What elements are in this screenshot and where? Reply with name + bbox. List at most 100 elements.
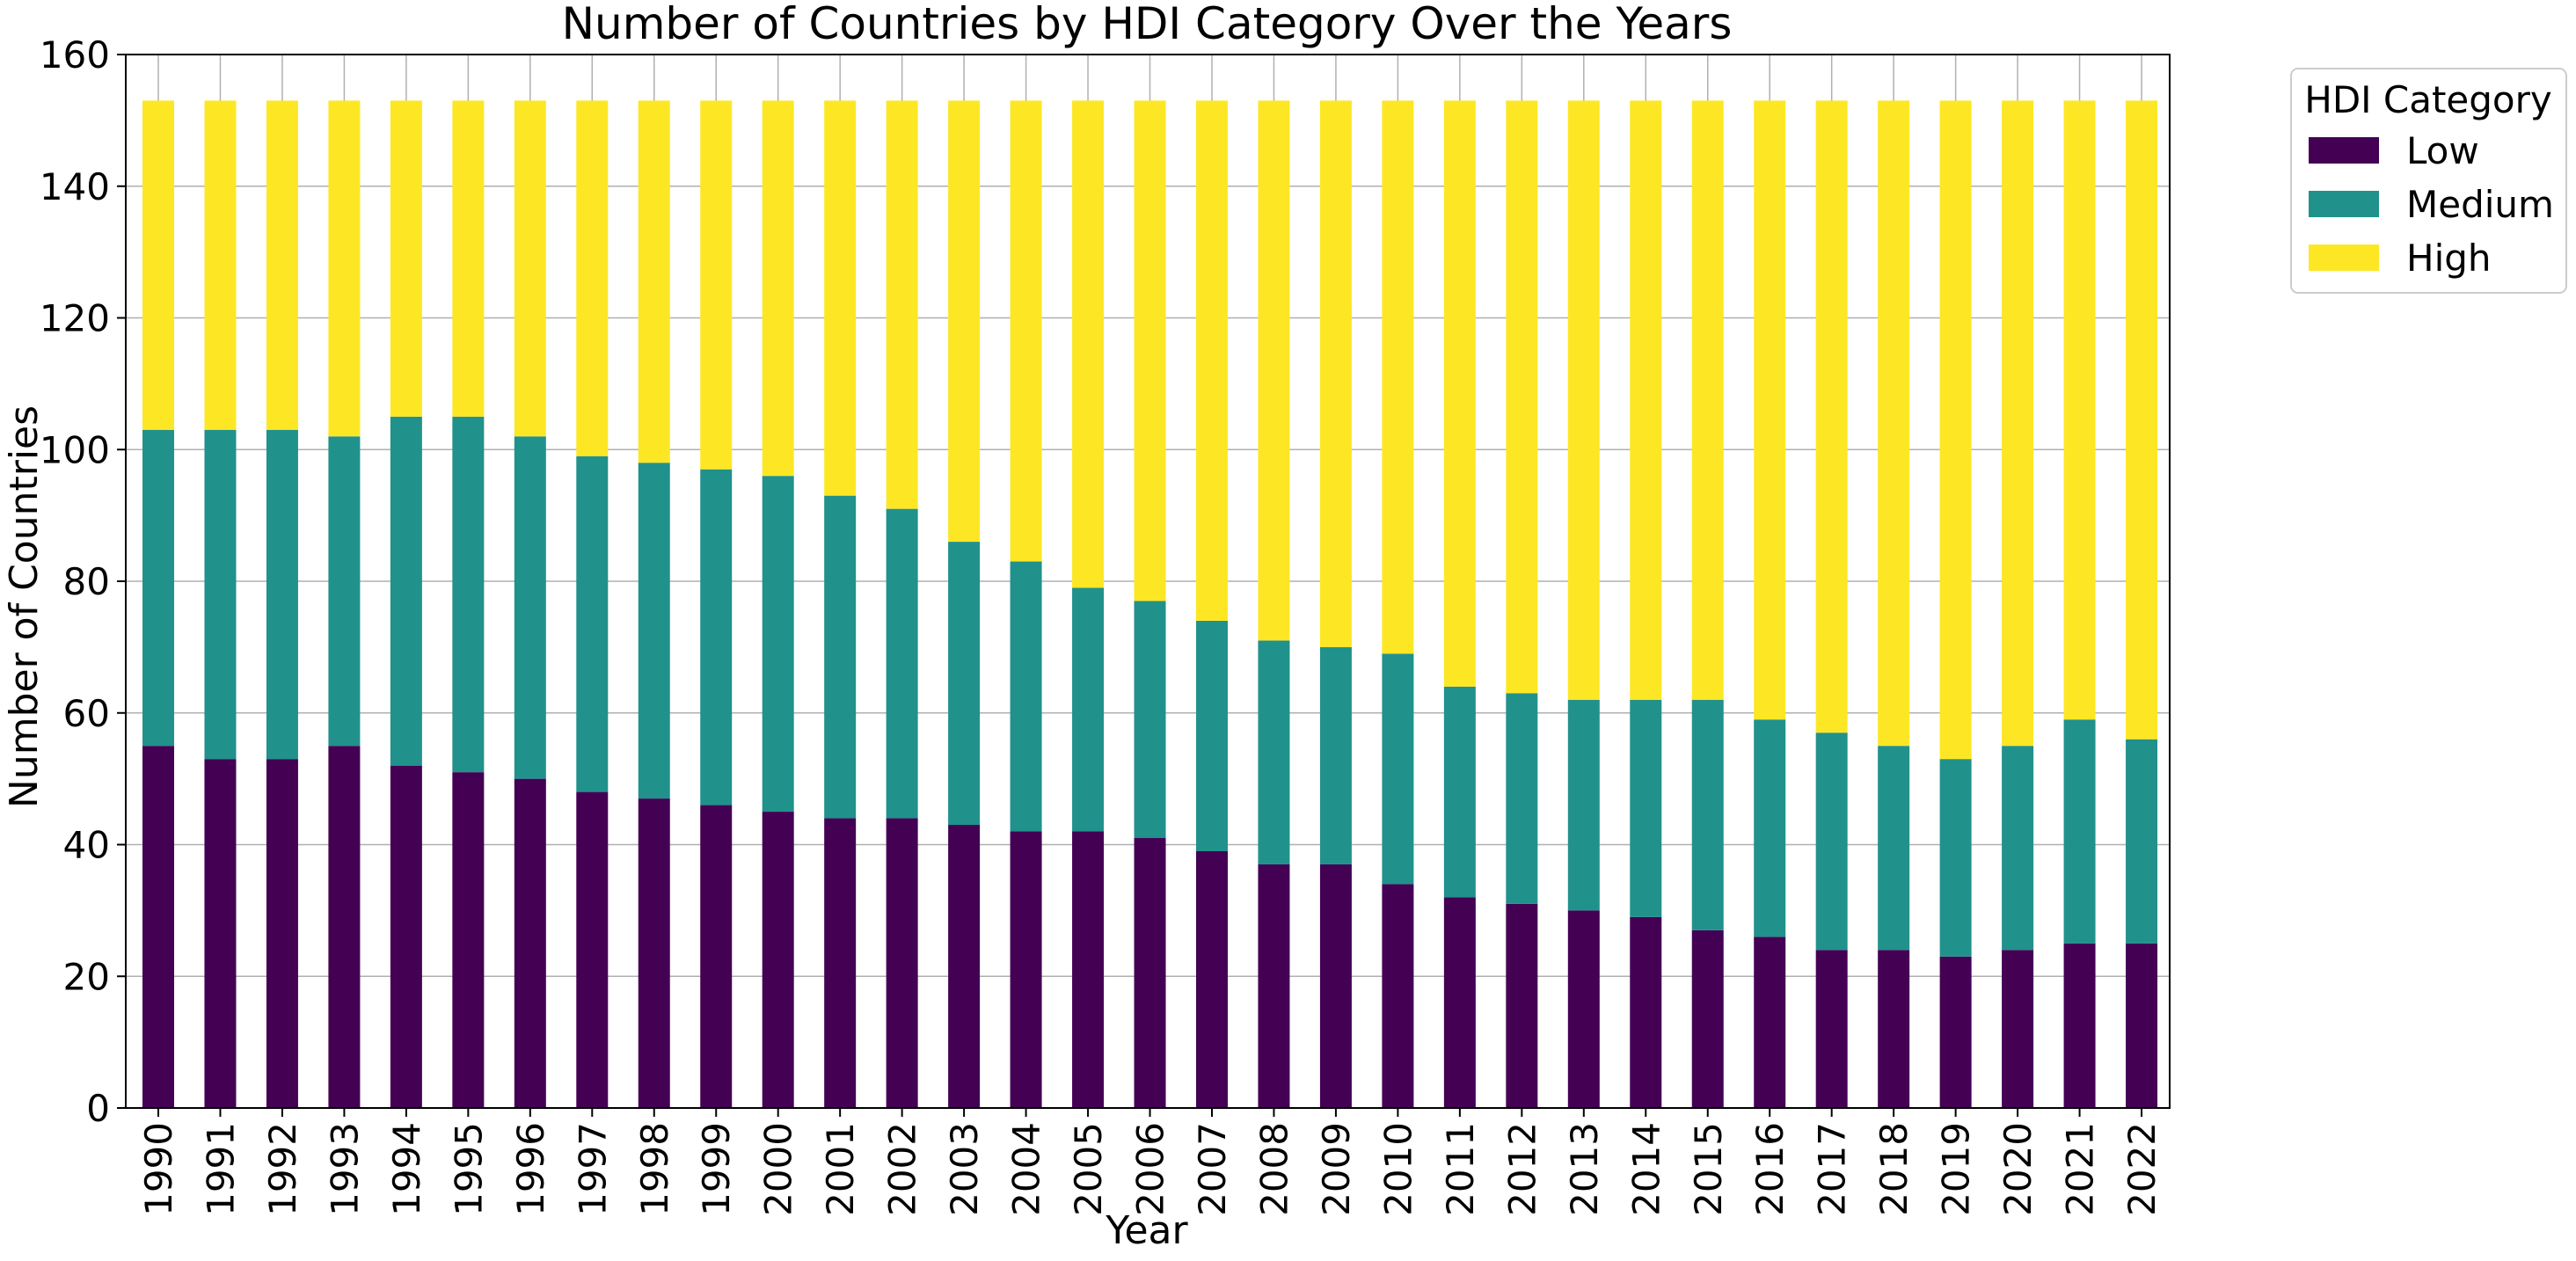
chart-title: Number of Countries by HDI Category Over… [562, 0, 1733, 49]
x-tick-label: 2012 [1500, 1122, 1543, 1216]
x-tick-label: 1996 [509, 1122, 552, 1216]
bar-medium-2004 [1010, 561, 1042, 832]
bar-low-1991 [204, 759, 237, 1108]
x-tick-label: 2018 [1872, 1122, 1916, 1216]
x-tick-label: 2009 [1315, 1122, 1358, 1216]
bar-low-2006 [1134, 838, 1166, 1108]
bar-high-2000 [762, 100, 794, 477]
y-tick-label: 60 [63, 692, 110, 735]
bar-high-2022 [2126, 100, 2158, 740]
x-tick-label: 2002 [881, 1122, 924, 1216]
bar-high-2005 [1072, 100, 1105, 588]
legend-swatch-low [2309, 137, 2379, 164]
bar-medium-1996 [514, 436, 546, 779]
x-tick-label: 2003 [943, 1122, 986, 1216]
bar-medium-2000 [762, 476, 794, 813]
legend-frame [2290, 68, 2567, 294]
y-tick-label: 160 [40, 33, 110, 77]
bar-medium-2022 [2126, 739, 2158, 944]
bar-high-2002 [886, 100, 918, 509]
bar-low-2014 [1630, 916, 1662, 1108]
bar-low-2010 [1382, 884, 1414, 1108]
bar-high-2015 [1691, 100, 1724, 700]
bar-high-2006 [1134, 100, 1166, 601]
x-axis-label: Year [1105, 1208, 1188, 1253]
legend-label-medium: Medium [2406, 183, 2554, 226]
bar-high-2013 [1567, 100, 1600, 700]
bar-low-1997 [576, 791, 609, 1108]
x-tick-label: 2001 [819, 1122, 862, 1216]
bar-low-1993 [328, 746, 361, 1108]
bar-medium-1994 [390, 416, 422, 766]
x-tick-label: 1990 [137, 1122, 180, 1216]
bar-medium-2002 [886, 508, 918, 819]
bar-low-2009 [1319, 864, 1352, 1108]
bar-high-1993 [328, 100, 361, 437]
bar-medium-2010 [1382, 653, 1414, 885]
bar-high-1996 [514, 100, 546, 437]
y-tick-label: 100 [40, 428, 110, 471]
x-tick-label: 2011 [1439, 1122, 1482, 1216]
bar-high-1998 [638, 100, 670, 463]
legend-swatch-medium [2309, 191, 2379, 217]
bar-low-2011 [1443, 897, 1476, 1108]
x-tick-label: 1999 [695, 1122, 738, 1216]
bar-medium-2014 [1630, 699, 1662, 917]
bar-high-2011 [1443, 100, 1476, 687]
bar-medium-1997 [576, 456, 609, 792]
bar-medium-2007 [1195, 620, 1228, 851]
bar-high-2009 [1319, 100, 1352, 647]
x-tick-label: 2013 [1563, 1122, 1606, 1216]
bar-medium-2021 [2063, 719, 2096, 944]
bar-low-1992 [266, 759, 298, 1108]
bar-low-2018 [1878, 950, 1910, 1108]
bar-low-1996 [514, 778, 546, 1108]
x-tick-label: 2016 [1748, 1122, 1792, 1216]
x-tick-label: 2005 [1067, 1122, 1110, 1216]
bar-high-2018 [1878, 100, 1910, 747]
x-tick-label: 2017 [1811, 1122, 1854, 1216]
bar-low-2020 [2002, 950, 2034, 1108]
bar-medium-2018 [1878, 746, 1910, 951]
bar-low-2021 [2063, 943, 2096, 1108]
y-tick-label: 40 [63, 824, 110, 867]
bar-high-2010 [1382, 100, 1414, 654]
bar-medium-2008 [1258, 640, 1290, 864]
bar-high-2003 [948, 100, 981, 543]
bar-low-2013 [1567, 910, 1600, 1108]
bar-medium-2003 [948, 542, 981, 826]
bar-low-2005 [1072, 831, 1105, 1108]
bar-medium-2013 [1567, 699, 1600, 911]
legend-label-low: Low [2406, 129, 2479, 172]
y-axis-label: Number of Countries [2, 405, 47, 808]
bar-high-2020 [2002, 100, 2034, 747]
bar-low-2019 [1939, 956, 1972, 1108]
x-tick-label: 1994 [385, 1122, 428, 1216]
y-tick-label: 120 [40, 297, 110, 340]
x-tick-label: 1992 [261, 1122, 304, 1216]
y-tick-label: 140 [40, 165, 110, 208]
x-tick-label: 2015 [1687, 1122, 1730, 1216]
bar-low-2000 [762, 812, 794, 1108]
bar-high-2012 [1506, 100, 1538, 694]
bar-low-1995 [452, 772, 485, 1108]
bar-low-2004 [1010, 831, 1042, 1108]
bar-high-2014 [1630, 100, 1662, 700]
bar-medium-2020 [2002, 746, 2034, 951]
x-tick-label: 2004 [1005, 1122, 1048, 1216]
bar-low-2007 [1195, 850, 1228, 1108]
bar-medium-1993 [328, 436, 361, 747]
x-tick-label: 2019 [1935, 1122, 1978, 1216]
bar-high-2001 [824, 100, 857, 496]
bar-medium-1992 [266, 429, 298, 760]
x-tick-label: 1993 [323, 1122, 366, 1216]
y-tick-label: 80 [63, 560, 110, 603]
bar-medium-2001 [824, 495, 857, 819]
bar-low-1998 [638, 798, 670, 1108]
x-tick-label: 1995 [447, 1122, 490, 1216]
bar-high-1997 [576, 100, 609, 456]
bar-low-2001 [824, 818, 857, 1108]
bar-low-2002 [886, 818, 918, 1108]
